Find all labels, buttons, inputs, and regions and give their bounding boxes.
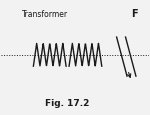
Text: Transformer: Transformer: [22, 10, 68, 19]
Text: F: F: [131, 9, 138, 19]
Text: Fig. 17.2: Fig. 17.2: [45, 98, 90, 107]
